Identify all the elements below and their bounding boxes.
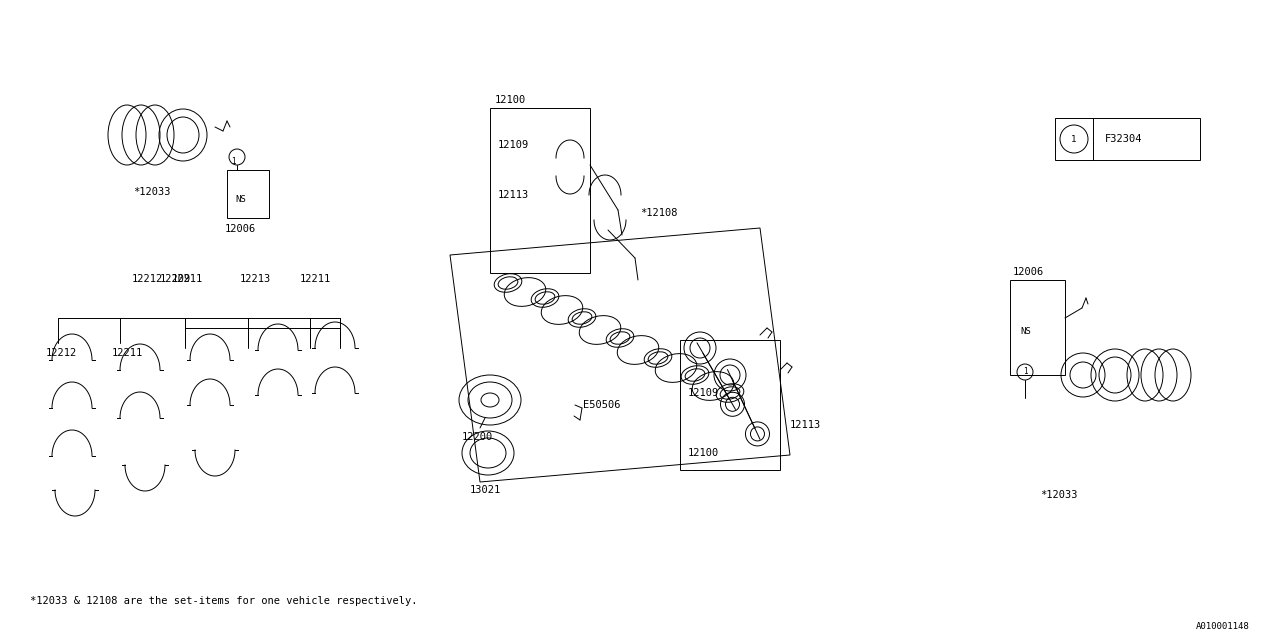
Text: *12033 & 12108 are the set-items for one vehicle respectively.: *12033 & 12108 are the set-items for one… bbox=[29, 596, 417, 606]
Bar bbox=[1010, 280, 1065, 375]
Text: 12113: 12113 bbox=[790, 420, 822, 430]
Text: 12006: 12006 bbox=[1012, 267, 1044, 277]
Text: NS: NS bbox=[236, 195, 246, 205]
Text: 12100: 12100 bbox=[495, 95, 526, 105]
Text: 13021: 13021 bbox=[470, 485, 502, 495]
Bar bbox=[680, 340, 780, 470]
Text: 1: 1 bbox=[230, 157, 236, 166]
Text: *12108: *12108 bbox=[640, 208, 677, 218]
Text: 1: 1 bbox=[1071, 134, 1076, 143]
Text: E50506: E50506 bbox=[582, 400, 621, 410]
Text: 12006: 12006 bbox=[225, 224, 256, 234]
Text: 12211: 12211 bbox=[300, 274, 332, 284]
Text: 12109: 12109 bbox=[498, 140, 529, 150]
Text: 12109: 12109 bbox=[689, 388, 719, 398]
Text: 12113: 12113 bbox=[498, 190, 529, 200]
Text: 12100: 12100 bbox=[689, 448, 719, 458]
Text: 12212: 12212 bbox=[132, 274, 164, 284]
Text: A010001148: A010001148 bbox=[1197, 622, 1251, 631]
Text: *12033: *12033 bbox=[1039, 490, 1078, 500]
Text: 12211: 12211 bbox=[113, 348, 143, 358]
Text: 12213: 12213 bbox=[241, 274, 271, 284]
Bar bbox=[490, 108, 590, 273]
Text: 12211: 12211 bbox=[172, 274, 204, 284]
Text: F32304: F32304 bbox=[1105, 134, 1143, 144]
Text: 12200: 12200 bbox=[462, 432, 493, 442]
Text: 12209: 12209 bbox=[160, 274, 191, 284]
Text: *12033: *12033 bbox=[133, 187, 170, 197]
Bar bbox=[227, 170, 269, 218]
Text: 1: 1 bbox=[1023, 367, 1028, 376]
Text: NS: NS bbox=[1020, 328, 1030, 337]
Bar bbox=[1055, 118, 1201, 160]
Text: 12212: 12212 bbox=[46, 348, 77, 358]
